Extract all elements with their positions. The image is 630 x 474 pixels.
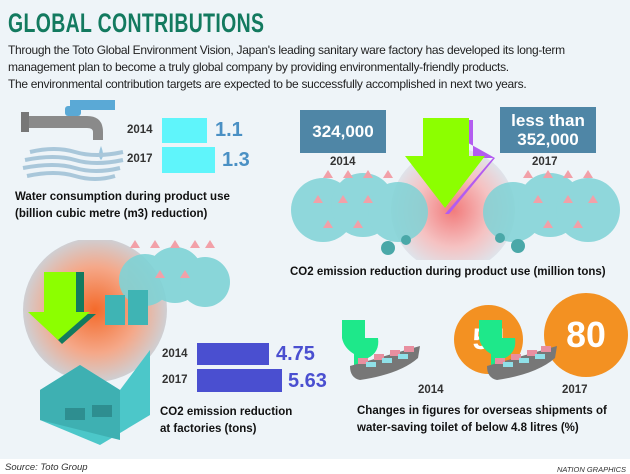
year-label: 2017	[532, 156, 558, 168]
year-label: 2017	[162, 374, 188, 386]
toilet-value-2017: 80	[544, 293, 628, 377]
down-arrow-icon	[405, 118, 495, 214]
factory-bar-2017	[197, 369, 282, 392]
caption-line: CO2 emission reduction	[160, 406, 293, 418]
caption-line: Water consumption during product use	[15, 191, 230, 203]
caption-line: water-saving toilet of below 4.8 litres …	[357, 422, 579, 434]
water-bar-2014	[162, 118, 207, 143]
water-value-2017: 1.3	[222, 149, 250, 171]
water-caption: Water consumption during product use (bi…	[15, 189, 275, 223]
page-title: GLOBAL CONTRIBUTIONS	[8, 8, 265, 38]
co2-product-caption: CO2 emission reduction during product us…	[290, 266, 606, 278]
year-label: 2014	[418, 384, 444, 396]
faucet-icon	[21, 100, 124, 181]
toilet-caption: Changes in figures for overseas shipment…	[357, 403, 625, 437]
water-value-2014: 1.1	[215, 119, 243, 141]
credit: NATION GRAPHICS	[556, 465, 626, 474]
factory-value-2014: 4.75	[276, 343, 315, 365]
factory-value-2017: 5.63	[288, 370, 327, 392]
year-label: 2014	[162, 348, 188, 360]
intro-line: Through the Toto Global Environment Visi…	[8, 43, 565, 57]
co2-value-2014: 324,000	[300, 110, 386, 153]
co2-clouds-illustration	[291, 150, 620, 260]
caption-line: (billion cubic metre (m3) reduction)	[15, 208, 208, 220]
value-line: less than	[511, 111, 585, 130]
factory-bar-2014	[197, 343, 269, 365]
caption-line: at factories (tons)	[160, 423, 257, 435]
toilet-ship-icon	[479, 320, 557, 380]
intro-line: management plan to become a truly global…	[8, 60, 509, 74]
toilet-ship-icon	[342, 320, 420, 380]
year-label: 2017	[127, 153, 153, 165]
factory-caption: CO2 emission reduction at factories (ton…	[160, 404, 340, 438]
year-label: 2014	[330, 156, 356, 168]
year-label: 2014	[127, 124, 153, 136]
year-label: 2017	[562, 384, 588, 396]
down-arrow-icon	[28, 272, 96, 344]
intro-line: The environmental contribution targets a…	[8, 77, 527, 91]
value-line: 352,000	[517, 130, 579, 149]
intro-text: Through the Toto Global Environment Visi…	[8, 42, 624, 93]
source-note: Source: Toto Group	[5, 462, 88, 473]
co2-value-2017: less than 352,000	[500, 107, 596, 153]
water-bar-2017	[162, 147, 215, 173]
caption-line: Changes in figures for overseas shipment…	[357, 405, 607, 417]
